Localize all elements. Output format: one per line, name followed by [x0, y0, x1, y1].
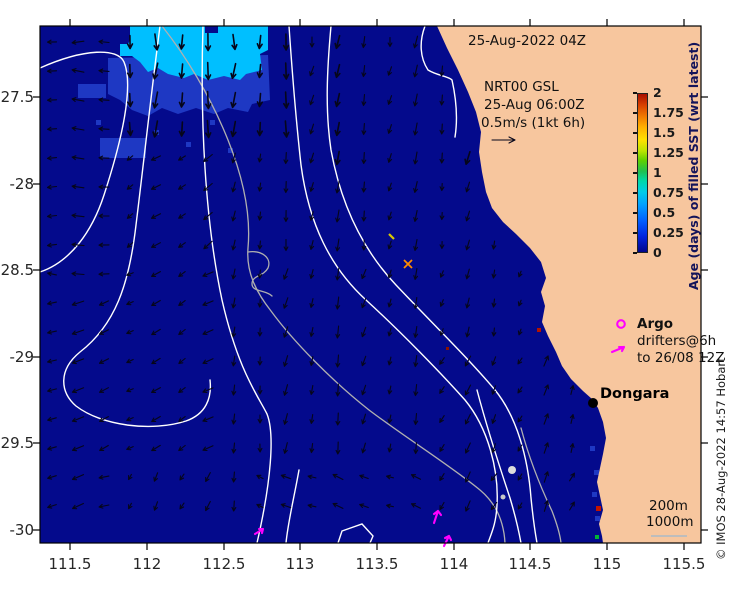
observation-markers — [253, 233, 601, 548]
legend-argo-label: Argo — [637, 316, 674, 332]
x-tick-label: 115 — [592, 555, 622, 573]
colorbar-tick-mark — [633, 212, 637, 214]
annotation-datetime: 25-Aug 06:00Z — [484, 97, 585, 113]
dongara-place-label: Dongara — [600, 386, 670, 402]
isobath-1000m-label: 1000m — [646, 514, 694, 530]
drifter-marker-magenta — [432, 509, 443, 525]
isobath-200m-label: 200m — [649, 498, 688, 514]
plot-frame — [39, 25, 702, 544]
cloud-pixel — [500, 494, 506, 500]
x-tick-label: 112.5 — [202, 555, 246, 573]
colorbar-tick-label: 0.75 — [653, 185, 684, 200]
colorbar-tick-label: 1.5 — [653, 125, 676, 140]
colorbar-tick-mark — [633, 132, 637, 134]
legend-drifters-label: drifters@6h — [637, 333, 717, 349]
drifter-marker-dark-red — [446, 347, 449, 350]
annotation-velocity-scale: 0.5m/s (1kt 6h) — [481, 115, 586, 131]
colorbar-tick-label: 1.75 — [653, 105, 684, 120]
colorbar — [637, 93, 648, 253]
y-tick-label: -29 — [9, 348, 35, 366]
x-tick-label: 114.5 — [508, 555, 552, 573]
colorbar-tick-mark — [633, 152, 637, 154]
y-tick-label: -28.5 — [0, 261, 34, 279]
drifter-marker-dark-red — [596, 506, 601, 511]
credit-text: © IMOS 28-Aug-2022 14:57 Hobart — [714, 357, 728, 560]
cloud-pixel — [508, 466, 516, 474]
dongara-town-dot — [588, 398, 598, 408]
y-tick-label: -27.5 — [0, 88, 34, 106]
drifter-marker-magenta — [442, 534, 453, 548]
current-vector-arrows — [46, 32, 575, 512]
colorbar-tick-mark — [633, 112, 637, 114]
reference-velocity-arrow — [491, 136, 516, 144]
x-tick-label: 111.5 — [48, 555, 92, 573]
colorbar-title: Age (days) of filled SST (wrt latest) — [686, 41, 701, 290]
isobath-legend-line — [651, 535, 687, 537]
colorbar-tick-label: 2 — [653, 85, 662, 100]
drifter-marker-yellow — [388, 233, 395, 240]
x-tick-label: 113.5 — [355, 555, 399, 573]
y-tick-label: -30 — [9, 521, 35, 539]
colorbar-tick-mark — [633, 232, 637, 234]
colorbar-tick-mark — [633, 172, 637, 174]
drifter-marker-green — [595, 535, 599, 539]
x-tick-label: 113 — [285, 555, 315, 573]
land-coastline — [437, 26, 701, 543]
argo-marker-orange-x — [403, 259, 413, 269]
annotation-nrt-gsl: NRT00 GSL — [484, 79, 559, 95]
colorbar-tick-mark — [633, 252, 637, 254]
colorbar-tick-label: 0.5 — [653, 205, 676, 220]
y-tick-label: -29.5 — [0, 434, 34, 452]
colorbar-tick-mark — [633, 92, 637, 94]
argo-legend-marker — [616, 319, 626, 329]
drifter-marker-dark-red — [537, 328, 541, 332]
y-tick-label: -28 — [9, 175, 35, 193]
x-tick-label: 115.5 — [662, 555, 706, 573]
timestamp-label: 25-Aug-2022 04Z — [468, 33, 587, 49]
colorbar-tick-label: 1 — [653, 165, 662, 180]
axis-ticks — [33, 19, 708, 550]
drifter-marker-magenta — [253, 527, 265, 536]
x-tick-label: 114 — [439, 555, 469, 573]
legend-drifters-until-label: to 26/08 12Z — [637, 350, 725, 366]
colorbar-tick-mark — [633, 192, 637, 194]
colorbar-tick-label: 1.25 — [653, 145, 684, 160]
drifter-legend-marker — [610, 345, 626, 354]
colorbar-tick-label: 0 — [653, 245, 662, 260]
colorbar-tick-label: 0.25 — [653, 225, 684, 240]
gsl-contours — [39, 25, 538, 544]
x-tick-label: 112 — [132, 555, 162, 573]
